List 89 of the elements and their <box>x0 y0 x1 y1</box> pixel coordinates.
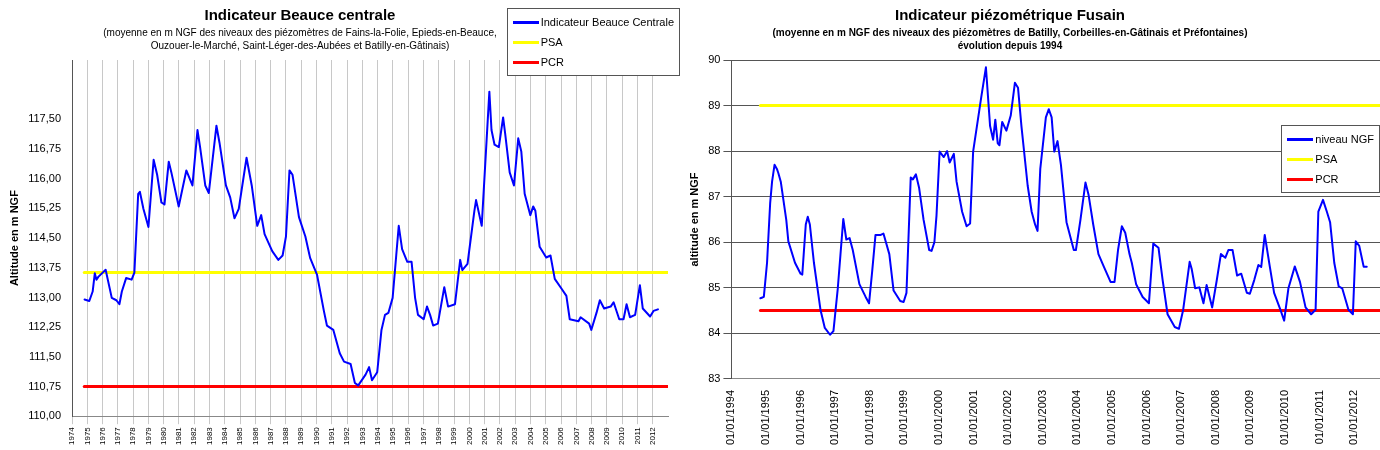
x-tick-label: 01/01/2008 <box>1208 389 1221 446</box>
x-tick-label: 01/01/1996 <box>793 389 806 446</box>
x-tick-label: 1994 <box>372 426 382 445</box>
x-tick-label: 2001 <box>479 426 489 445</box>
x-tick-label: 1997 <box>418 426 428 445</box>
x-tick-label: 2007 <box>571 426 581 445</box>
legend-label: PSA <box>1315 153 1338 165</box>
x-tick-label: 01/01/1995 <box>759 389 772 446</box>
legend-label: Indicateur Beauce Centrale <box>540 16 674 28</box>
x-tick-label: 1977 <box>113 426 123 445</box>
chart-subtitle: (moyenne en m NGF des niveaux des piézomètres de Fains-la-Folie, Epieds-en-Beauce, Ouzouer-le-Marché, Saint-Léger-des-Aubées et Batilly-en-Gâtinais) <box>103 27 497 51</box>
legend-label: PSA <box>540 36 563 48</box>
x-tick-label: 2006 <box>556 426 566 445</box>
legend-label: PCR <box>1315 173 1339 185</box>
y-tick-label: 114,50 <box>28 231 62 244</box>
legend-label: PCR <box>540 56 564 68</box>
x-tick-label: 01/01/2010 <box>1277 389 1290 446</box>
y-tick-label: 116,75 <box>28 142 62 155</box>
x-tick-label: 01/01/2009 <box>1243 389 1256 446</box>
x-tick-label: 2000 <box>464 426 474 445</box>
x-tick-label: 1996 <box>403 426 413 445</box>
x-tick-label: 1989 <box>296 426 306 445</box>
y-tick-label: 90 <box>708 53 721 66</box>
y-axis-title: Altitude en m NGF <box>7 189 20 287</box>
x-tick-label: 1991 <box>327 426 337 445</box>
y-tick-label: 110,75 <box>28 379 62 392</box>
x-tick-label: 2010 <box>617 426 627 445</box>
x-tick-label: 01/01/2005 <box>1105 389 1118 446</box>
x-tick-label: 1975 <box>82 426 92 445</box>
x-tick-label: 1983 <box>204 426 214 445</box>
y-tick-label: 116,00 <box>28 171 62 184</box>
x-tick-label: 1998 <box>433 426 443 445</box>
x-tick-label: 1999 <box>449 426 459 445</box>
y-tick-label: 113,00 <box>28 290 62 303</box>
x-tick-label: 01/01/2007 <box>1174 389 1187 446</box>
x-tick-label: 1976 <box>97 426 107 445</box>
x-tick-label: 01/01/1994 <box>724 389 737 446</box>
x-tick-label: 01/01/1997 <box>828 389 841 446</box>
legend-label: niveau NGF <box>1315 133 1374 145</box>
x-tick-label: 1992 <box>342 426 352 445</box>
x-tick-label: 1987 <box>265 426 275 445</box>
x-tick-label: 01/01/2002 <box>1001 389 1014 446</box>
x-tick-label: 2005 <box>540 426 550 445</box>
y-tick-label: 85 <box>708 280 721 293</box>
y-tick-label: 87 <box>708 189 721 202</box>
x-tick-label: 01/01/2004 <box>1070 389 1083 446</box>
x-tick-label: 1981 <box>174 426 184 445</box>
y-tick-label: 112,25 <box>28 320 62 333</box>
x-tick-label: 1978 <box>128 426 138 445</box>
y-tick-label: 84 <box>708 326 721 339</box>
chart-title: Indicateur piézométrique Fusain <box>893 6 1126 23</box>
y-tick-label: 89 <box>708 98 721 111</box>
y-tick-label: 86 <box>708 235 721 248</box>
x-tick-label: 1985 <box>235 426 245 445</box>
x-tick-label: 1982 <box>189 426 199 445</box>
x-tick-label: 1984 <box>220 426 230 445</box>
x-tick-label: 01/01/1999 <box>897 389 910 446</box>
x-tick-label: 01/01/2011 <box>1312 389 1325 445</box>
y-tick-label: 83 <box>708 371 721 384</box>
x-tick-label: 1974 <box>67 426 77 445</box>
x-tick-label: 01/01/2001 <box>966 389 979 446</box>
y-tick-label: 117,50 <box>28 112 62 125</box>
x-tick-label: 01/01/2000 <box>931 389 944 446</box>
x-tick-label: 2002 <box>495 426 505 445</box>
x-tick-label: 1986 <box>250 426 260 445</box>
x-tick-label: 2011 <box>632 426 642 445</box>
y-tick-label: 113,75 <box>28 260 62 273</box>
x-tick-label: 2003 <box>510 426 520 445</box>
x-tick-label: 2004 <box>525 426 535 445</box>
x-tick-label: 1995 <box>388 426 398 445</box>
chart-subtitle: (moyenne en m NGF des niveaux des piézomètres de Batilly, Corbeilles-en-Gâtinais et Préfontaines) évolution depuis 1994 <box>771 26 1249 52</box>
y-tick-label: 115,25 <box>28 201 62 214</box>
x-tick-label: 1979 <box>143 426 153 445</box>
x-tick-label: 1980 <box>158 426 168 445</box>
x-tick-label: 01/01/2012 <box>1347 389 1360 446</box>
x-tick-label: 2012 <box>647 426 657 445</box>
y-axis-title: altitude en m NGF <box>687 172 700 267</box>
y-tick-label: 111,50 <box>29 349 62 362</box>
chart-title: Indicateur Beauce centrale <box>204 6 396 23</box>
x-tick-label: 1993 <box>357 426 367 445</box>
y-tick-label: 110,00 <box>28 409 62 422</box>
x-tick-label: 01/01/2003 <box>1035 389 1048 446</box>
y-tick-label: 88 <box>708 144 721 157</box>
x-tick-label: 1990 <box>311 426 321 445</box>
x-tick-label: 1988 <box>281 426 291 445</box>
x-tick-label: 2009 <box>602 426 612 445</box>
x-tick-label: 2008 <box>586 426 596 445</box>
x-tick-label: 01/01/1998 <box>862 389 875 446</box>
x-tick-label: 01/01/2006 <box>1139 389 1152 446</box>
